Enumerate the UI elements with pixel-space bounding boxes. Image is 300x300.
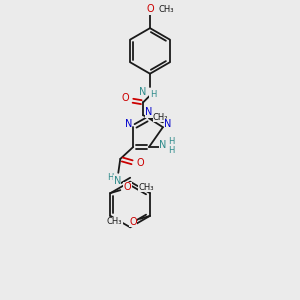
Text: O: O: [124, 182, 131, 192]
Text: CH₃: CH₃: [159, 5, 174, 14]
Text: H: H: [150, 90, 156, 99]
Text: N: N: [114, 176, 121, 186]
Text: CH₃: CH₃: [138, 183, 154, 192]
Text: N: N: [145, 107, 153, 117]
Text: N: N: [159, 140, 167, 150]
Text: H: H: [107, 173, 114, 182]
Text: H: H: [169, 136, 175, 146]
Text: H: H: [169, 146, 175, 155]
Text: O: O: [129, 217, 137, 227]
Text: CH₃: CH₃: [107, 217, 122, 226]
Text: N: N: [140, 86, 147, 97]
Text: N: N: [164, 119, 172, 129]
Text: N: N: [124, 119, 132, 129]
Text: CH₂: CH₂: [153, 113, 169, 122]
Text: O: O: [146, 4, 154, 14]
Text: O: O: [136, 158, 144, 168]
Text: O: O: [122, 94, 129, 103]
